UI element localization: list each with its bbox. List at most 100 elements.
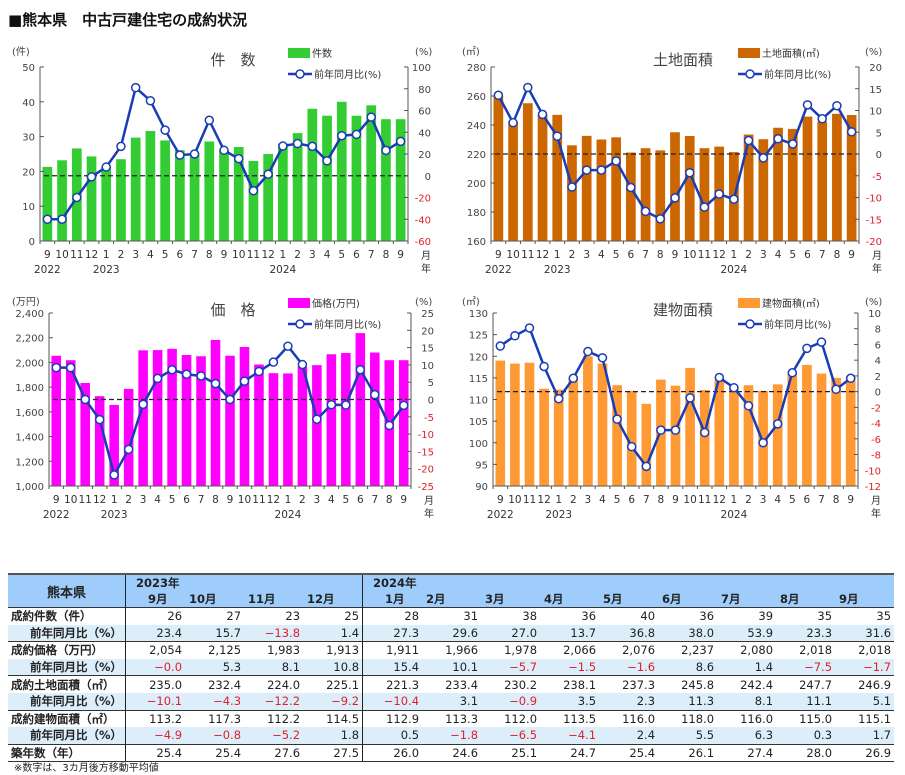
table-cell: 31 (422, 606, 482, 625)
bar-3-8 (612, 385, 622, 486)
right-tick-label: 0 (876, 150, 882, 161)
bar-0-0 (42, 166, 53, 241)
yoy-point-3-6 (583, 346, 593, 357)
table-row: 成約価格（万円） 2,054 2,125 1,983 1,913 1,911 1,966 1,… (8, 641, 895, 659)
month-label: 6 (804, 249, 811, 261)
legend-line-marker (745, 319, 755, 329)
month-label: 1 (554, 249, 561, 261)
table-cell: 247.7 (776, 675, 836, 693)
bar-2-19 (326, 354, 337, 486)
month-axis-label: 月 (871, 495, 881, 507)
left-tick-label: 30 (22, 133, 35, 144)
legend-bar-swatch (738, 48, 760, 58)
year-header-2023: 2023年 (125, 573, 364, 591)
right-tick-label: 15 (869, 85, 882, 96)
month-label: 5 (169, 494, 176, 506)
yoy-point-1-9 (626, 182, 636, 193)
table-cell: 2.3 (599, 692, 659, 711)
month-label: 4 (328, 494, 335, 506)
yoy-point-1-15 (714, 189, 724, 199)
right-tick-label: 20 (418, 150, 431, 161)
bar-2-15 (268, 373, 279, 486)
month-label: 12 (93, 494, 106, 506)
year-label: 2023 (101, 509, 128, 521)
yoy-point-3-22 (816, 337, 827, 347)
table-cell: 53.9 (717, 624, 777, 642)
chart-title: 土地面積 (653, 51, 713, 69)
yoy-point-2-9 (181, 369, 192, 379)
month-label: 7 (198, 494, 205, 506)
table-row: 前年同月比（%） −0.0 5.3 8.1 10.8 15.4 10.1 −5.7 −1.5 −1… (8, 658, 895, 676)
table-cell: 6.3 (717, 727, 777, 745)
bar-0-15 (263, 154, 274, 241)
table-cell: 225.1 (303, 675, 364, 693)
month-label: 8 (386, 494, 393, 506)
table-cell: −0.8 (185, 727, 245, 745)
right-tick-label: 8 (875, 325, 881, 336)
table-cell: 15.4 (362, 658, 423, 676)
month-label: 7 (371, 494, 378, 506)
table-cell: 35 (776, 606, 836, 625)
table-cell: 0.3 (776, 727, 836, 745)
summary-table: 熊本県 2023年 2024年 9月 10月 11月 12月 1月 2月 3月 4月 5月 6月 7月 8月… (8, 573, 895, 763)
month-label: 9 (221, 249, 228, 261)
yoy-point-3-13 (685, 393, 695, 403)
right-tick-label: -20 (866, 237, 882, 248)
yoy-point-3-4 (553, 393, 564, 404)
month-label: 9 (400, 494, 407, 506)
year-label: 2023 (93, 264, 120, 276)
month-label: 3 (309, 249, 316, 261)
left-tick-label: 1,000 (15, 482, 44, 493)
year-axis-label: 年 (424, 507, 434, 520)
month-label: 5 (613, 249, 620, 261)
bar-2-18 (312, 365, 322, 486)
legend-bar-swatch (288, 48, 310, 58)
table-cell: 1.7 (835, 727, 895, 745)
month-label: 10 (64, 494, 77, 506)
month-label: 3 (140, 494, 147, 506)
legend-line-marker (295, 69, 305, 79)
page-title: ■熊本県 中古戸建住宅の成約状況 (8, 11, 248, 29)
bar-1-11 (655, 150, 666, 241)
table-cell: −6.5 (481, 727, 541, 745)
legend-line-label: 前年同月比(%) (314, 68, 381, 81)
bar-3-10 (641, 403, 652, 486)
month-label: 6 (183, 494, 190, 506)
yoy-point-1-22 (817, 114, 827, 124)
month-label: 6 (627, 249, 634, 261)
right-tick-label: -15 (418, 447, 434, 458)
bar-3-24 (845, 377, 856, 486)
bar-1-18 (758, 139, 769, 241)
month-label: 6 (804, 494, 811, 506)
table-cell: 2,018 (776, 641, 836, 659)
bar-0-10 (189, 152, 200, 241)
month-label: 11 (247, 249, 260, 261)
yoy-point-2-0 (51, 362, 61, 373)
header-row-months: 9月 10月 11月 12月 1月 2月 3月 4月 5月 6月 7月 8月 9月 (8, 591, 895, 608)
yoy-point-0-0 (42, 214, 53, 224)
left-unit: (万円) (12, 297, 40, 308)
header-row-years: 熊本県 2023年 2024年 (8, 573, 895, 608)
table-cell: 2,018 (835, 641, 895, 659)
bar-2-5 (123, 388, 134, 486)
table-cell: 28.0 (776, 743, 836, 763)
yoy-point-0-20 (337, 130, 347, 141)
year-label: 2022 (34, 264, 61, 276)
table-cell: 1,913 (303, 641, 364, 659)
yoy-point-0-16 (278, 141, 288, 151)
year-header-2024: 2024年 (362, 573, 895, 591)
yoy-point-3-20 (787, 368, 798, 378)
bar-1-12 (670, 132, 680, 241)
left-tick-label: 2,200 (15, 334, 44, 345)
month-label: 9 (672, 494, 679, 506)
right-unit: (%) (415, 297, 432, 308)
table-cell: 38.0 (658, 624, 718, 642)
table-cell: 26.0 (362, 743, 423, 763)
month-label: 2 (569, 249, 576, 261)
month-label: 4 (774, 494, 781, 506)
yoy-point-1-23 (832, 100, 842, 111)
bar-1-20 (787, 128, 798, 241)
month-label: 7 (818, 494, 825, 506)
bar-3-17 (743, 385, 754, 486)
left-tick-label: 115 (469, 374, 488, 385)
